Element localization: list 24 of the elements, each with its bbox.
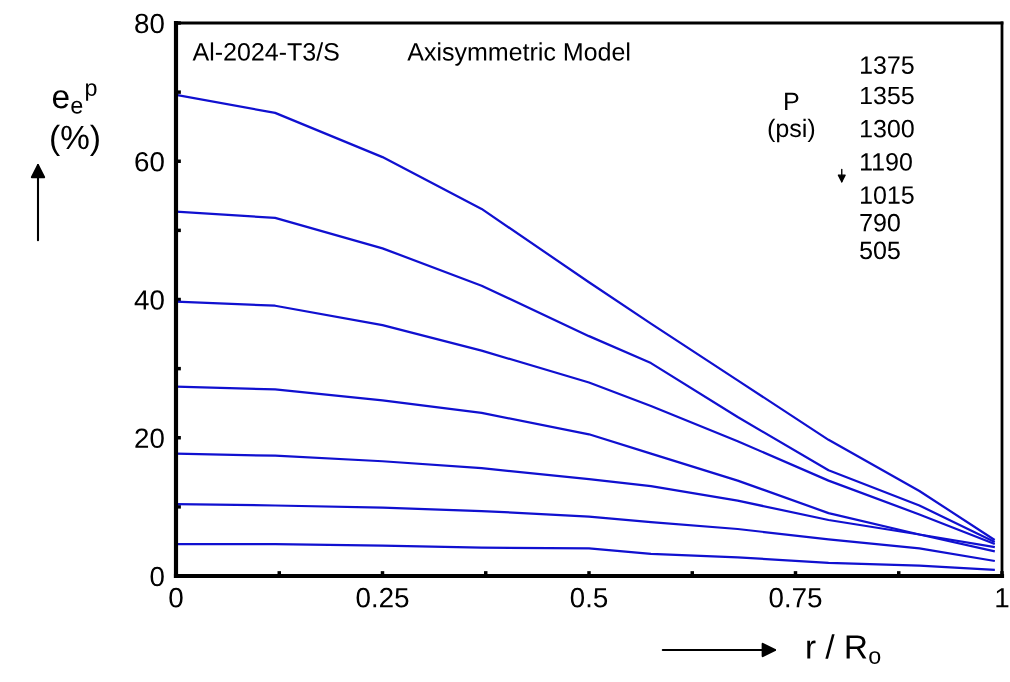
annotation: 1375 [861, 56, 914, 74]
annotation: 505 [860, 241, 900, 260]
y-tick-label: 80 [135, 13, 164, 34]
y-axis-title: e$_{e}$$^{p}$ (%) [51, 83, 99, 156]
x-tick-label: 0.75 [769, 587, 822, 608]
annotation: 1355 [861, 86, 914, 105]
x-axis-title: r / R$_{o}$ [807, 634, 881, 664]
annotation: 1190 [861, 153, 912, 171]
annotation: Axisymmetric Model [407, 42, 630, 66]
annotation: 1015 [861, 186, 914, 204]
y-tick-label: 60 [135, 151, 164, 172]
y-tick-label: 20 [135, 428, 164, 449]
x-tick-label: 0.5 [570, 587, 608, 608]
x-tick-label: 0.25 [356, 587, 409, 608]
annotation: 1300 [861, 119, 914, 138]
line-series [176, 543, 995, 571]
line-series [176, 503, 995, 562]
annotation: Al-2024-T3/S [192, 42, 339, 61]
x-tick-label: 0 [169, 587, 183, 608]
annotation: 790 [860, 213, 900, 232]
y-tick-label: 0 [150, 566, 164, 587]
annotation: P (psi) [768, 92, 815, 143]
y-tick-label: 40 [134, 290, 164, 310]
x-tick-label: 1 [996, 588, 1009, 608]
